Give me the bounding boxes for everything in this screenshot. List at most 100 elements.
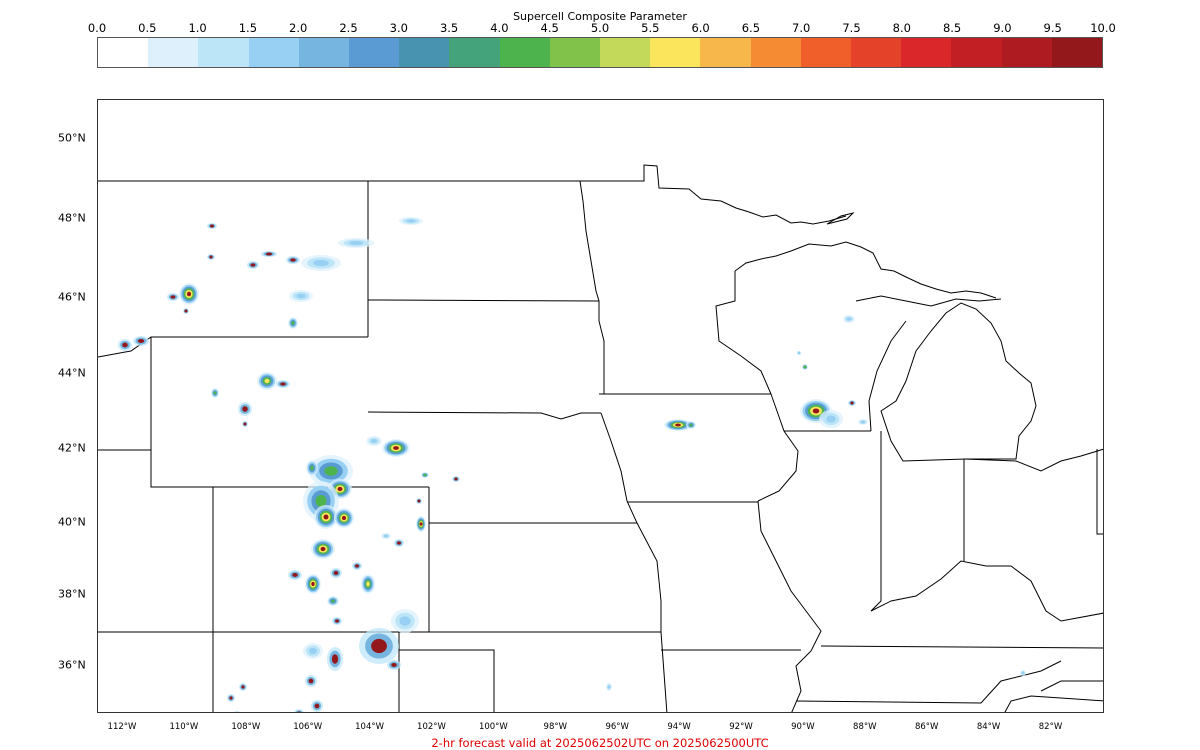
latitude-label: 40°N [58,515,86,529]
scp-contour [241,685,245,689]
isle-royale [826,212,855,225]
colorbar-segment [148,38,199,67]
latitude-label: 36°N [58,658,86,672]
nd-mn [579,180,600,302]
scp-contour [370,439,378,443]
colorbar-tick-label: 8.5 [942,21,962,35]
michigan-lower [880,302,1037,462]
scp-contour [243,422,247,426]
scp-contour [337,486,343,492]
scp-contour [417,499,421,503]
scp-contour [137,339,145,343]
scp-contour [309,647,317,655]
colorbar-tick-label: 3.5 [439,21,459,35]
lake-superior-shore [734,241,997,299]
scp-contour [406,219,416,223]
scp-contour [291,321,295,325]
latitude-label: 50°N [58,131,86,145]
colorbar-tick-label: 9.5 [1043,21,1062,35]
scp-contour [234,711,240,712]
state-borders [98,164,1103,712]
scp-contour [235,713,238,714]
scp-contour [850,401,854,405]
scp-contour [803,365,807,369]
ok-south [660,631,668,712]
colorbar-segment [1001,38,1052,67]
map-canvas [98,164,1103,714]
scp-contour [366,581,370,587]
scp-contour [371,638,387,654]
colorbar-segment [399,38,450,67]
scp-contour [384,534,388,538]
colorbar-segment [349,38,400,67]
colorbar-tick-label: 6.0 [691,21,710,35]
colorbar-tick-label: 4.5 [540,21,559,35]
scp-contour [1021,671,1025,675]
colorbar-segment [951,38,1002,67]
longitude-label: 100°W [478,722,508,732]
longitude-label: 110°W [169,722,199,732]
ky-tn [820,645,1103,649]
scp-contour [331,599,335,603]
scp-contour [229,696,233,700]
scp-contour [297,711,301,712]
colorbar-segment [499,38,550,67]
scp-contour [333,571,339,575]
scp-contour [315,494,327,508]
colorbar-segment [700,38,751,67]
nd-sd [367,299,600,302]
colorbar-tick-label: 5.5 [641,21,660,35]
longitude-label: 88°W [853,722,877,732]
longitude-label: 92°W [729,722,753,732]
colorbar-segment [98,38,149,67]
colorbar-segment [449,38,500,67]
scp-contour [391,663,397,667]
scp-contour [320,546,326,552]
ohio-north [963,448,1103,472]
mississippi-river [757,500,822,712]
longitude-label: 82°W [1038,722,1063,732]
colorbar-tick-label: 5.0 [590,21,610,35]
scp-contours [118,217,1026,714]
latitude-label: 38°N [58,587,86,601]
colorbar-segment [600,38,651,67]
scp-contour [184,309,188,313]
latitude-label: 48°N [58,211,86,225]
scp-contour [399,616,411,626]
scp-contour [675,423,681,427]
ohio-river [870,560,1103,622]
scp-contour [308,678,314,684]
longitude-label: 108°W [231,722,261,732]
oklahoma-panhandle [398,632,495,712]
colorbar-segment [650,38,701,67]
scp-contour [812,408,820,414]
longitude-label: 102°W [417,722,446,732]
scp-contour [313,259,329,267]
longitude-label: 112°W [107,722,137,732]
colorbar-tick-label: 10.0 [1090,21,1116,35]
tn-south [795,660,1062,704]
scp-contour [264,378,270,384]
scp-contour [310,465,314,471]
scp-contour [331,654,339,664]
canada-border [98,164,847,225]
scp-contour [454,477,458,481]
colorbar-tick-label: 4.0 [490,21,509,35]
scp-contour [826,415,836,423]
colorbar-tick-label: 0.0 [87,21,107,35]
scp-contour [295,710,303,712]
colorbar-tick-label: 6.5 [741,21,761,35]
mn-wi [715,271,772,395]
scp-contour [314,703,320,709]
colorbar-tick-label: 2.0 [289,21,308,35]
scp-contour [186,291,192,297]
colorbar-tick-label: 3.0 [389,21,408,35]
longitude-label: 86°W [914,722,939,732]
wi-shore [868,320,907,432]
scp-contour [323,514,329,520]
colorbar-segment [851,38,902,67]
scp-contour [170,295,176,299]
forecast-valid-caption: 2-hr forecast valid at 2025062502UTC on … [431,736,769,750]
scp-contour [296,293,306,299]
nc-va [1040,680,1103,692]
